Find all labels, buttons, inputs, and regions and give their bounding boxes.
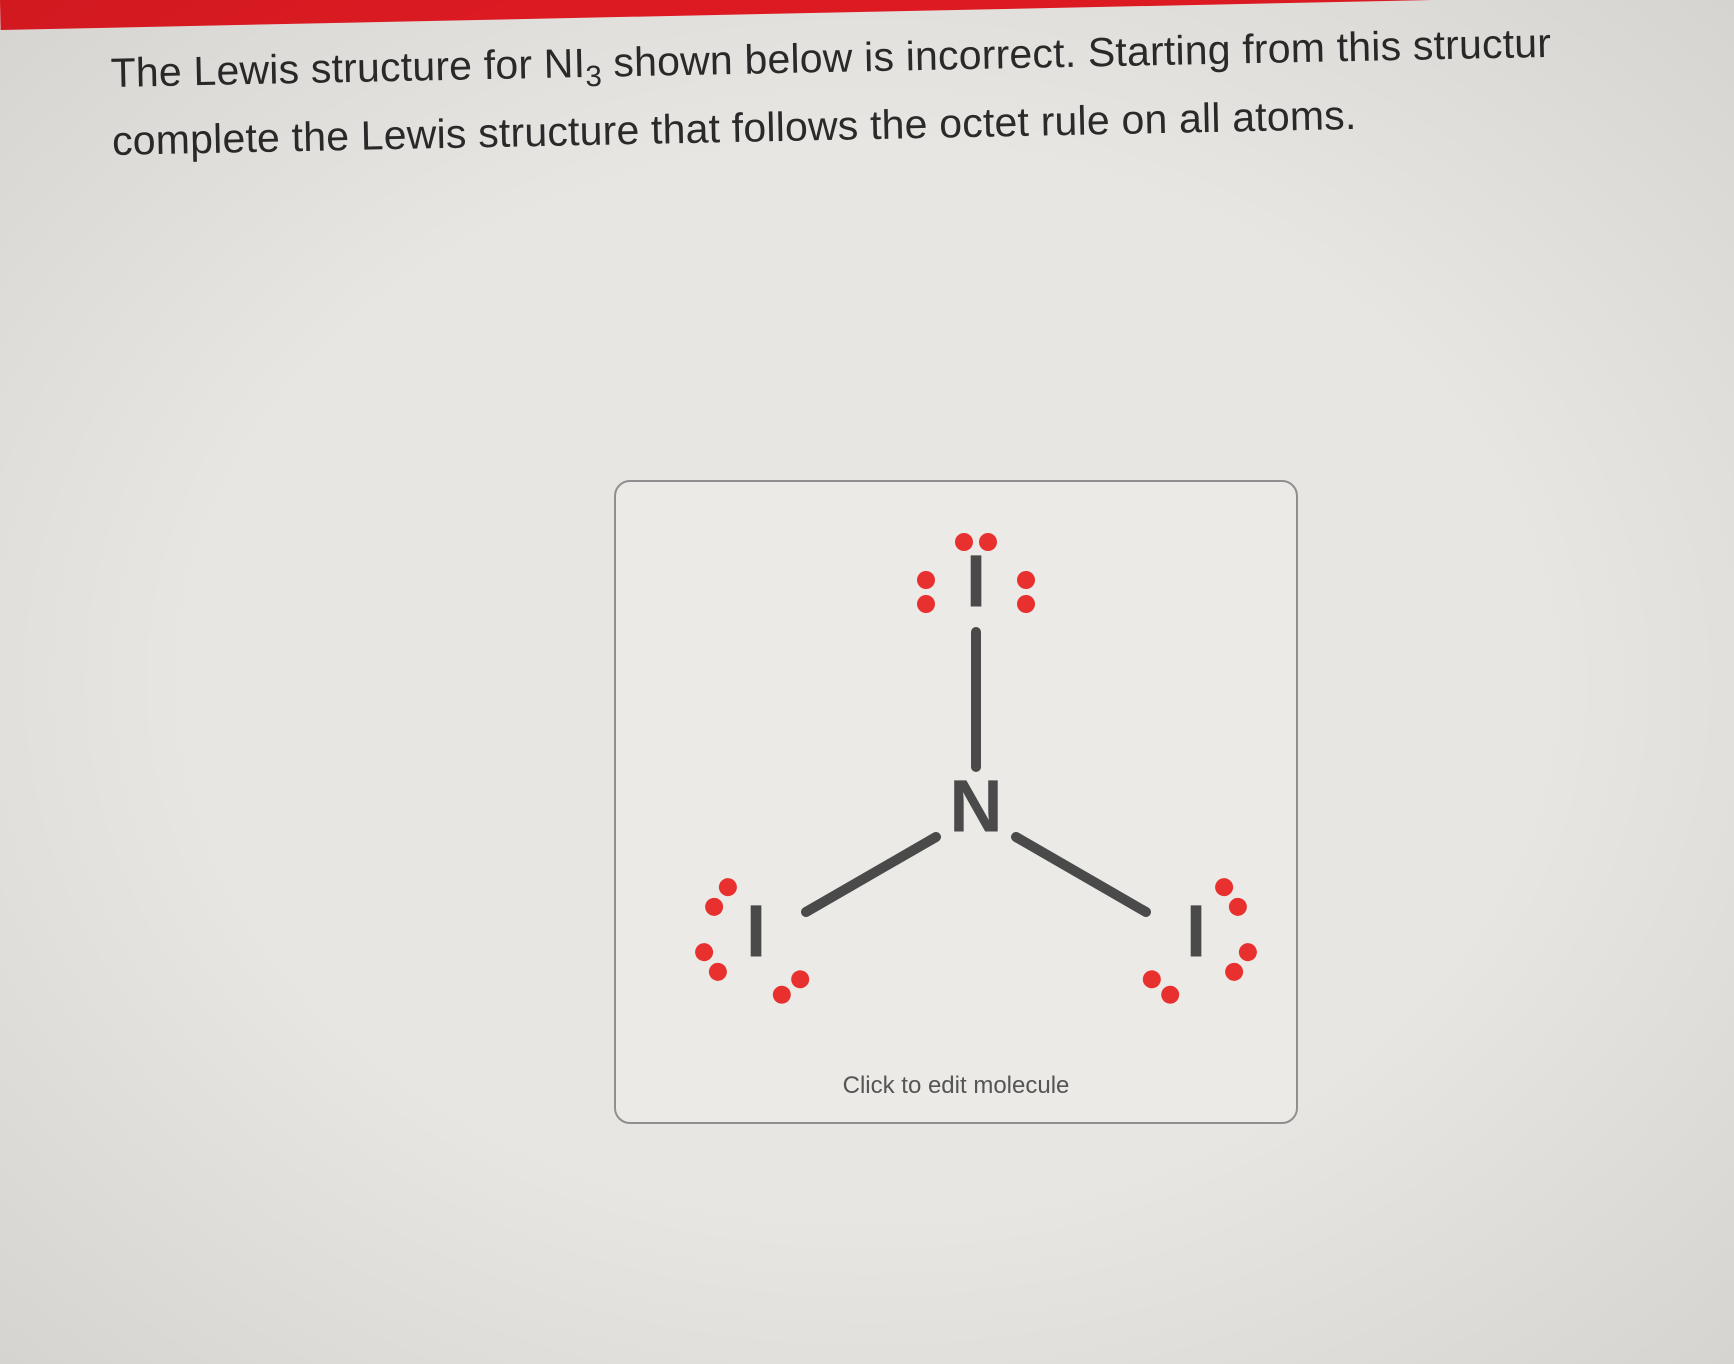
bond <box>1016 837 1146 912</box>
lone-pair <box>1139 967 1183 1008</box>
lone-pair <box>917 571 935 613</box>
atom-label: N <box>949 765 1002 848</box>
atom-label: I <box>1186 890 1207 973</box>
lone-pair <box>1017 571 1035 613</box>
lone-pair <box>692 940 731 985</box>
molecule-editor[interactable]: N I I I Click to edit molecule <box>614 480 1298 1124</box>
lone-pair <box>1222 940 1261 985</box>
question-line1-pre: The Lewis structure for NI <box>110 40 585 96</box>
lone-pair <box>1212 875 1251 920</box>
question-line1-sub: 3 <box>585 60 602 93</box>
atom-label: I <box>966 540 987 623</box>
bond <box>806 837 936 912</box>
molecule-diagram: N I I I <box>616 482 1296 1052</box>
lone-pair <box>769 967 813 1008</box>
atom-label: I <box>746 890 767 973</box>
molecule-editor-hint: Click to edit molecule <box>616 1072 1296 1100</box>
question-line1-post: shown below is incorrect. Starting from … <box>601 20 1551 86</box>
question-line2: complete the Lewis structure that follow… <box>112 92 1357 164</box>
lone-pair <box>702 875 741 920</box>
question-text: The Lewis structure for NI3 shown below … <box>110 8 1726 173</box>
